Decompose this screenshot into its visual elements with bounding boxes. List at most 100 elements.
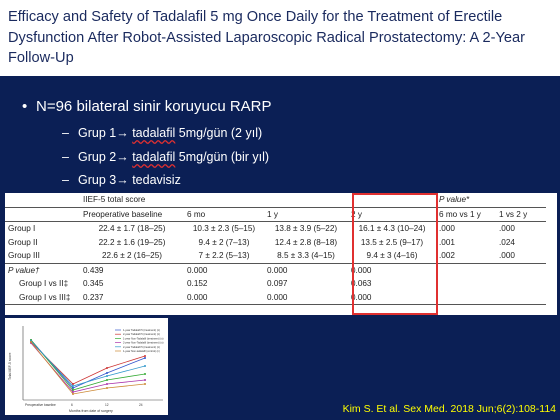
legend-entry: 1-year Non-tadalafil (control) (n) bbox=[123, 349, 160, 353]
bullet-main: • N=96 bilateral sinir koruyucu RARP bbox=[22, 98, 272, 115]
legend-entry: 1-year Tadalafil 5 (treatment) (n) bbox=[123, 328, 160, 332]
bullet-main-text: N=96 bilateral sinir koruyucu RARP bbox=[36, 98, 272, 115]
row-label: Group I bbox=[8, 224, 36, 234]
column-header: 6 mo vs 1 y bbox=[436, 207, 496, 222]
table-cell: 0.000 bbox=[351, 265, 372, 275]
table-header-row: Preoperative baseline 6 mo 1 y 2 y 6 mo … bbox=[5, 207, 546, 222]
group-2-rest: 5mg/gün (bir yıl) bbox=[175, 150, 270, 164]
table-cell: 0.237 bbox=[83, 292, 104, 302]
row-label: Group III bbox=[8, 251, 40, 261]
group-1-rest: 5mg/gün (2 yıl) bbox=[175, 126, 263, 140]
graph-point bbox=[106, 379, 108, 381]
table-cell: 0.063 bbox=[351, 279, 372, 289]
group-2-bullet: – Grup 2→ tadalafil 5mg/gün (bir yıl) bbox=[62, 150, 269, 164]
graph-xtick: Preoperative baseline bbox=[25, 403, 56, 407]
table-cell: 22.4 ± 1.7 (18–25) bbox=[98, 224, 166, 234]
table-row: Group I 22.4 ± 1.7 (18–25) 10.3 ± 2.3 (5–1… bbox=[5, 222, 546, 236]
graph-point bbox=[106, 367, 108, 369]
legend-entry: 2-year Tadalafil 5 (treatment) (n) bbox=[123, 332, 160, 336]
graph-point bbox=[72, 393, 74, 395]
table-cell: 0.152 bbox=[187, 279, 208, 289]
table-cell: 7 ± 2.2 (5–13) bbox=[198, 251, 250, 261]
table-cell: 0.000 bbox=[187, 292, 208, 302]
table-cell: 0.000 bbox=[187, 265, 208, 275]
group-2-drug: tadalafil bbox=[132, 150, 176, 164]
graph-svg: Total IIEF-5 score Months from date of s… bbox=[8, 326, 164, 413]
graph-point bbox=[72, 383, 74, 385]
column-header: 1 vs 2 y bbox=[496, 207, 546, 222]
column-header: 6 mo bbox=[184, 207, 264, 222]
table-cell: 0.000 bbox=[267, 292, 288, 302]
group-1-label: Grup 1 bbox=[78, 126, 117, 140]
table-cell: .001 bbox=[439, 237, 455, 247]
table-cell: 0.345 bbox=[83, 279, 104, 289]
citation: Kim S. Et al. Sex Med. 2018 Jun;6(2):108… bbox=[342, 403, 556, 415]
table-cell: 9.4 ± 2 (7–13) bbox=[198, 237, 250, 247]
graph-point bbox=[106, 375, 108, 377]
table-cell: 0.439 bbox=[83, 265, 104, 275]
graph-point bbox=[72, 387, 74, 389]
table-cell: 13.5 ± 2.5 (9–17) bbox=[360, 237, 424, 247]
graph-lines bbox=[30, 339, 146, 395]
table-row: Group III 22.6 ± 2 (16–25) 7 ± 2.2 (5–13) 8… bbox=[5, 249, 546, 263]
dash-icon: – bbox=[62, 150, 69, 164]
table-cell: 0.000 bbox=[351, 292, 372, 302]
graph-point bbox=[144, 383, 146, 385]
graph-ylabel: Total IIEF-5 score bbox=[8, 353, 12, 380]
results-table-panel: IIEF-5 total score P value* Preoperative… bbox=[5, 193, 557, 315]
table-cell: 12.4 ± 2.8 (8–18) bbox=[274, 237, 338, 247]
table-row: Group I vs II‡ 0.345 0.152 0.097 0.063 bbox=[5, 277, 546, 291]
graph-xtick: 24 bbox=[139, 403, 143, 407]
graph-point bbox=[144, 373, 146, 375]
graph-point bbox=[144, 355, 146, 357]
row-label: P value† bbox=[8, 265, 40, 275]
graph-point bbox=[72, 385, 74, 387]
highlight-box bbox=[352, 193, 438, 315]
group-1-bullet: – Grup 1→ tadalafil 5mg/gün (2 yıl) bbox=[62, 126, 262, 140]
row-label: Group I vs II‡ bbox=[19, 279, 69, 289]
results-table: IIEF-5 total score P value* Preoperative… bbox=[5, 193, 546, 305]
column-header: 1 y bbox=[264, 207, 348, 222]
group-2-label: Grup 2 bbox=[78, 150, 117, 164]
table-row: P value† 0.439 0.000 0.000 0.000 bbox=[5, 263, 546, 277]
table-cell bbox=[496, 291, 546, 305]
table-cell bbox=[436, 263, 496, 277]
table-cell: .000 bbox=[499, 224, 515, 234]
bullet-dot-icon: • bbox=[22, 98, 28, 115]
graph-xlabel: Months from date of surgery bbox=[69, 409, 113, 413]
graph-point bbox=[144, 379, 146, 381]
row-label: Group I vs III‡ bbox=[19, 292, 71, 302]
arrow-icon: → bbox=[116, 173, 129, 187]
iief-line-graph: Total IIEF-5 score Months from date of s… bbox=[5, 318, 168, 415]
title-box: Efficacy and Safety of Tadalafil 5 mg On… bbox=[0, 0, 560, 76]
graph-legend: 1-year Tadalafil 5 (treatment) (n)2-year… bbox=[115, 328, 164, 353]
pvalue-header: P value* bbox=[436, 193, 546, 208]
table-cell: 13.8 ± 3.9 (5–22) bbox=[274, 224, 338, 234]
table-row: Group II 22.2 ± 1.6 (19–25) 9.4 ± 2 (7–13)… bbox=[5, 236, 546, 250]
table-cell: 9.4 ± 3 (4–16) bbox=[366, 251, 418, 261]
table-cell: .000 bbox=[439, 224, 455, 234]
table-cell bbox=[436, 291, 496, 305]
legend-entry: 2-year Tadalafil 5 (treatment) (n) bbox=[123, 345, 160, 349]
table-cell: 8.5 ± 3.3 (4–15) bbox=[277, 251, 335, 261]
table-cell: 22.6 ± 2 (16–25) bbox=[101, 251, 163, 261]
table-cell: 0.097 bbox=[267, 279, 288, 289]
arrow-icon: → bbox=[116, 150, 129, 164]
graph-point bbox=[30, 341, 32, 343]
graph-point bbox=[144, 357, 146, 359]
graph-point bbox=[106, 387, 108, 389]
table-cell: .000 bbox=[499, 251, 515, 261]
table-cell: .002 bbox=[439, 251, 455, 261]
table-cell bbox=[496, 263, 546, 277]
graph-xtick: 12 bbox=[105, 403, 109, 407]
table-cell: 10.3 ± 2.3 (5–15) bbox=[192, 224, 256, 234]
column-header: 2 y bbox=[348, 207, 436, 222]
group-3-rest: tedavisiz bbox=[128, 173, 181, 187]
slide-title: Efficacy and Safety of Tadalafil 5 mg On… bbox=[8, 9, 525, 66]
graph-point bbox=[106, 372, 108, 374]
table-cell: 0.000 bbox=[267, 265, 288, 275]
graph-series-line bbox=[30, 341, 146, 395]
row-label: Group II bbox=[8, 237, 38, 247]
dash-icon: – bbox=[62, 126, 69, 140]
column-header: Preoperative baseline bbox=[80, 207, 184, 222]
